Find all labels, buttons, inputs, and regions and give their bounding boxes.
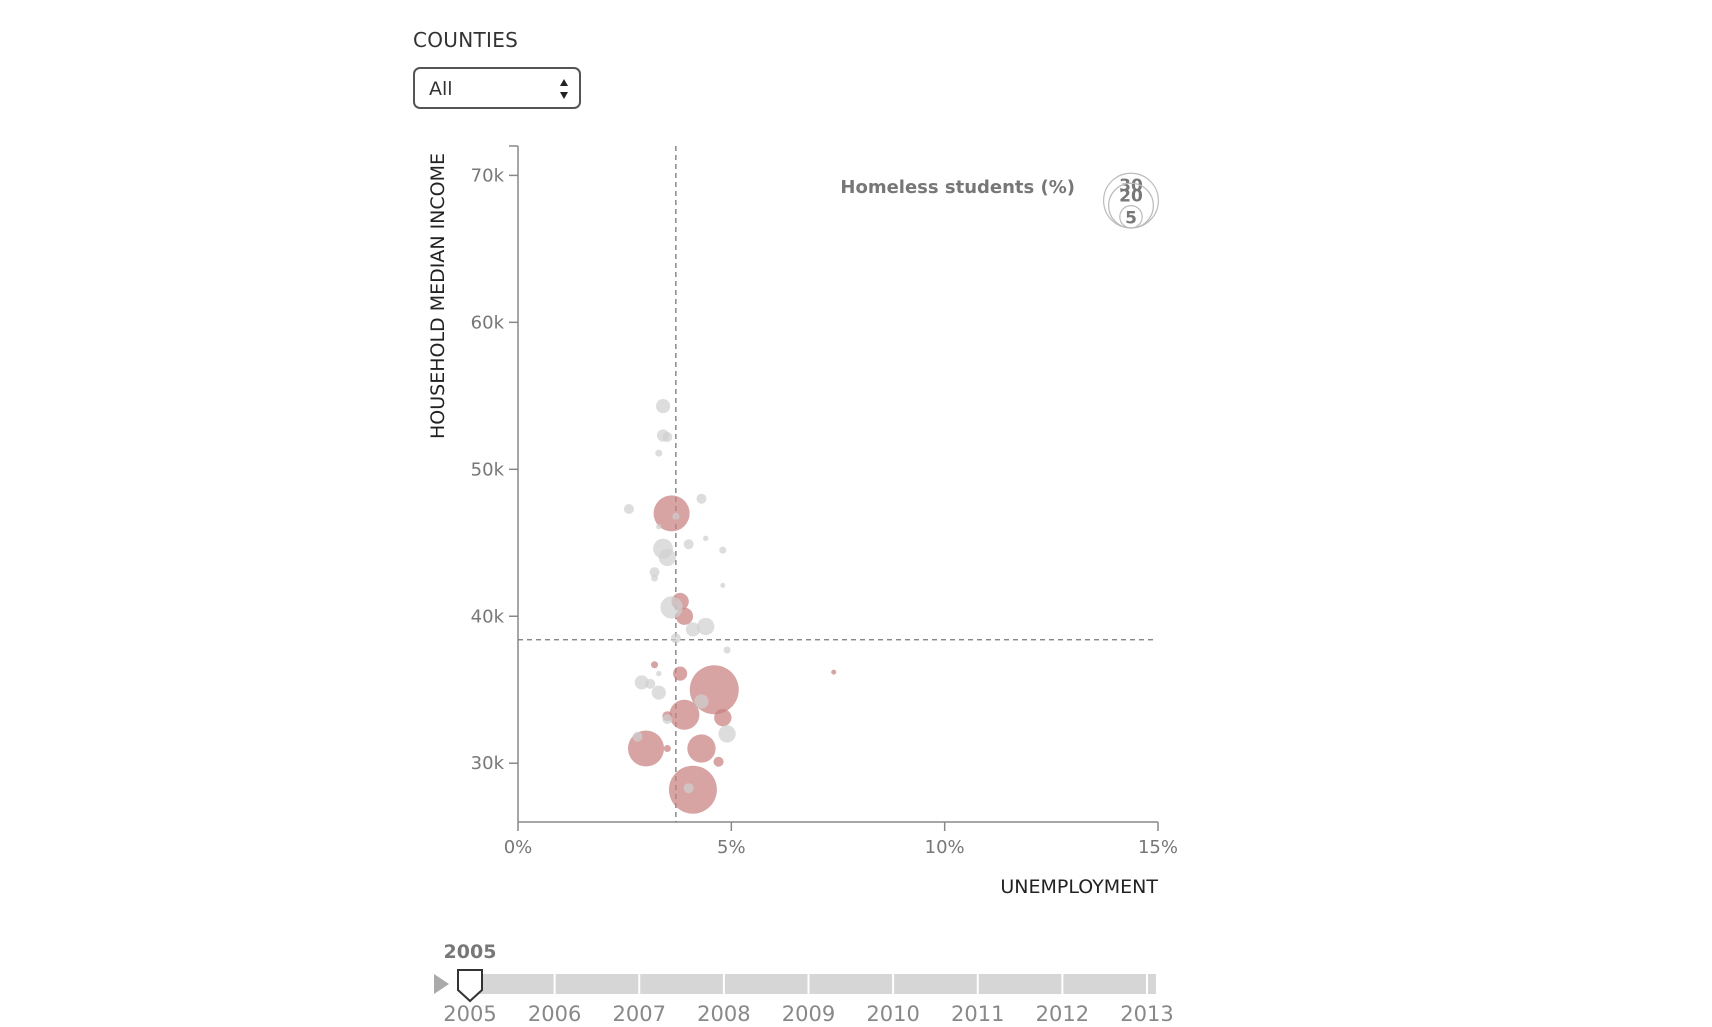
bubble-other xyxy=(655,449,663,457)
bubble-other xyxy=(694,694,709,709)
y-tick-label: 40k xyxy=(471,606,505,627)
bubble-other xyxy=(720,582,726,588)
bubble-other xyxy=(623,503,634,514)
x-tick-label: 15% xyxy=(1138,837,1178,858)
county-select[interactable]: All xyxy=(413,67,581,109)
year-tick-label: 2007 xyxy=(613,1002,666,1026)
year-tick-label: 2013 xyxy=(1120,1002,1173,1026)
year-tick-label: 2010 xyxy=(866,1002,919,1026)
y-tick-label: 60k xyxy=(471,312,505,333)
select-arrows-icon xyxy=(560,79,568,99)
bubble-highlighted xyxy=(687,734,716,763)
y-tick-label: 50k xyxy=(471,459,505,480)
x-tick-label: 10% xyxy=(925,837,965,858)
bubble-highlighted xyxy=(714,709,732,727)
counties-filter-label: COUNTIES xyxy=(413,28,519,52)
bubble-other xyxy=(632,731,643,742)
bubble-other xyxy=(662,714,673,725)
year-tick-label: 2005 xyxy=(443,1002,496,1026)
year-tick-label: 2011 xyxy=(951,1002,1004,1026)
year-tick-label: 2009 xyxy=(782,1002,835,1026)
y-axis-title: HOUSEHOLD MEDIAN INCOME xyxy=(427,153,449,439)
legend-circle xyxy=(1119,205,1143,229)
x-tick-label: 5% xyxy=(717,837,746,858)
bubble-other xyxy=(660,596,683,619)
year-tick-label: 2012 xyxy=(1036,1002,1089,1026)
bubble-other xyxy=(697,617,715,636)
bubble-highlighted xyxy=(713,756,724,767)
county-select-value: All xyxy=(429,78,453,100)
x-tick-label: 0% xyxy=(504,837,533,858)
bubble-highlighted xyxy=(673,666,688,681)
x-axis-title: UNEMPLOYMENT xyxy=(1000,876,1158,898)
chart-axes: 30k 40k 50k 60k 70k 0% 5% 10% 15% UNEMPLOYMENT HOU… xyxy=(427,145,1178,898)
bubble-other xyxy=(650,574,659,582)
bubble-other xyxy=(651,685,666,700)
bubble-other xyxy=(655,399,671,414)
bubble-other xyxy=(662,431,673,442)
bubble-other xyxy=(723,646,731,654)
bubble-other xyxy=(656,670,662,677)
bubble-other xyxy=(702,535,709,542)
slider-track[interactable] xyxy=(470,974,1156,994)
legend-title: Homeless students (%) xyxy=(840,177,1075,198)
y-tick-label: 70k xyxy=(471,165,505,186)
bubble-other xyxy=(672,512,680,520)
current-year-label: 2005 xyxy=(444,941,497,963)
year-slider: 2005 2005 2006 2007 2008 2009 2010 2011 2012 2013 xyxy=(434,941,1174,1026)
bubble-other xyxy=(649,567,660,578)
bubble-other xyxy=(670,633,681,644)
legend-size-label: 30 xyxy=(1119,176,1143,196)
bubbles xyxy=(623,399,837,814)
play-icon[interactable] xyxy=(434,974,449,994)
bubble-other xyxy=(658,548,676,567)
year-tick-label: 2006 xyxy=(528,1002,581,1026)
y-tick-label: 30k xyxy=(471,753,505,774)
bubble-highlighted xyxy=(669,699,700,730)
bubble-other xyxy=(656,523,662,530)
year-tick-label: 2008 xyxy=(697,1002,750,1026)
bubble-highlighted xyxy=(650,661,659,669)
bubble-other xyxy=(683,539,694,550)
bubble-highlighted xyxy=(831,669,837,675)
bubble-other xyxy=(719,546,727,554)
bubble-other xyxy=(685,622,701,637)
bubble-other xyxy=(696,493,707,504)
slider-handle[interactable] xyxy=(457,969,483,1003)
bubble-highlighted xyxy=(663,744,671,753)
bubble-other xyxy=(718,725,736,743)
bubble-other xyxy=(645,678,656,689)
bubble-other xyxy=(683,783,694,794)
bubble-highlighted xyxy=(653,495,690,532)
reference-lines xyxy=(518,146,1156,822)
legend-size-label: 20 xyxy=(1119,186,1143,206)
legend-size-label: 5 xyxy=(1125,209,1137,229)
bubble-other xyxy=(634,675,649,690)
